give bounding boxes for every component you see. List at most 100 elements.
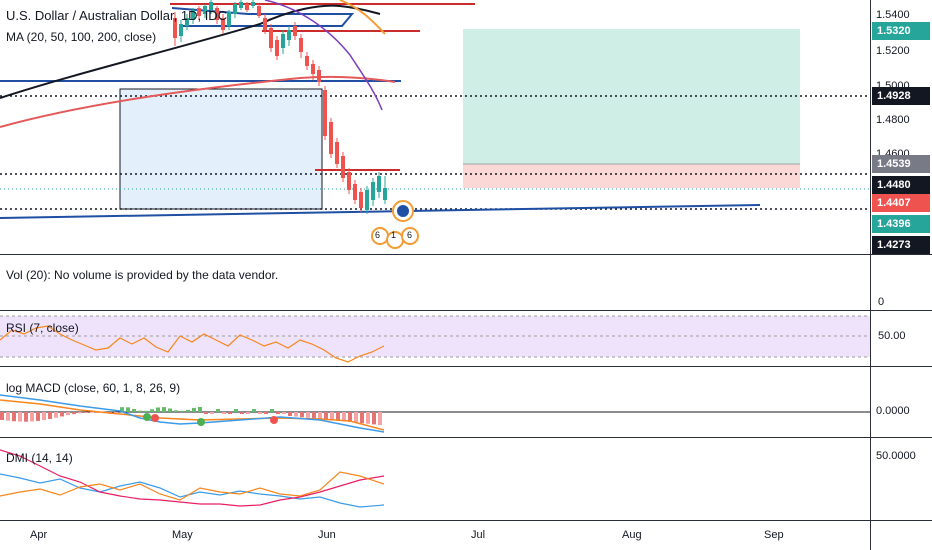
candle-body (269, 28, 273, 48)
macd-histogram-bar (342, 412, 346, 422)
macd-histogram-bar (30, 412, 34, 422)
time-tick: Aug (622, 529, 642, 541)
macd-histogram-bar (276, 412, 280, 414)
macd-histogram-bar (228, 412, 232, 414)
dmi-axis-tick: 50.0000 (876, 450, 916, 462)
range-rectangle (119, 88, 323, 210)
macd-histogram-bar (24, 412, 28, 422)
candle-body (191, 10, 195, 20)
price-tag-entry: 1.4539 (872, 155, 930, 173)
macd-histogram-bar (378, 412, 382, 425)
macd-cross-dot (197, 418, 205, 426)
candle-body (329, 122, 333, 154)
candle-body (197, 8, 201, 16)
candle-body (281, 34, 285, 48)
candle-body (221, 18, 225, 30)
macd-histogram-bar (72, 412, 76, 415)
candle-body (377, 176, 381, 192)
price-tag-level: 1.4480 (872, 176, 930, 194)
candle-body (173, 18, 177, 38)
macd-histogram-bar (66, 412, 70, 416)
candle-body (257, 6, 261, 16)
time-tick: Jul (471, 529, 486, 541)
macd-histogram-bar (258, 412, 262, 414)
macd-histogram-bar (156, 407, 160, 412)
macd-cross-dot (270, 416, 278, 424)
candle-body (293, 26, 297, 36)
macd-histogram-bar (282, 412, 286, 414)
macd-histogram-bar (294, 412, 298, 417)
macd-histogram-bar (252, 409, 256, 412)
macd-histogram-bar (54, 412, 58, 418)
flag-icon (401, 227, 419, 245)
macd-line (0, 394, 385, 433)
candle-body (245, 4, 249, 10)
macd-histogram-bar (90, 412, 94, 413)
candle-body (305, 56, 309, 66)
price-tag-last: 1.4396 (872, 215, 930, 233)
macd-legend[interactable]: log MACD (close, 60, 1, 8, 26, 9) (6, 381, 181, 395)
candle-body (179, 24, 183, 36)
price-tick: 1.4800 (876, 114, 910, 126)
macd-histogram (0, 407, 382, 425)
candle-body (317, 70, 321, 82)
macd-histogram-bar (138, 410, 142, 412)
price-tick: 1.5400 (876, 9, 910, 21)
candle-body (299, 38, 303, 52)
trend-line (171, 7, 355, 27)
volume-axis-tick: 0 (878, 296, 885, 308)
symbol-title[interactable]: U.S. Dollar / Australian Dollar, 1D, IDC (6, 8, 228, 23)
macd-histogram-bar (330, 412, 334, 421)
macd-histogram-bar (186, 409, 190, 412)
macd-histogram-bar (12, 412, 16, 422)
macd-histogram-bar (144, 410, 148, 412)
time-tick: May (172, 529, 193, 541)
macd-histogram-bar (84, 412, 88, 413)
macd-histogram-bar (366, 412, 370, 424)
event-count: 6 (407, 230, 413, 240)
macd-histogram-bar (240, 412, 244, 414)
price-tag-level: 1.4928 (872, 87, 930, 105)
candle-body (263, 18, 267, 30)
dmi-legend[interactable]: DMI (14, 14) (6, 451, 73, 465)
ma-20-line (339, 0, 386, 35)
macd-histogram-bar (270, 409, 274, 412)
time-tick: Apr (30, 529, 48, 541)
ma-legend[interactable]: MA (20, 50, 100, 200, close) (6, 30, 157, 44)
candle-body (347, 172, 351, 190)
candle-body (215, 8, 219, 20)
macd-histogram-bar (360, 412, 364, 424)
macd-histogram-bar (336, 412, 340, 421)
time-tick: Jun (318, 529, 336, 541)
volume-legend[interactable]: Vol (20): No volume is provided by the d… (6, 268, 279, 282)
candle-body (353, 184, 357, 200)
ma-50-line (264, 0, 383, 111)
long-position-stop-zone (463, 164, 800, 188)
macd-histogram-bar (222, 412, 226, 414)
macd-histogram-bar (0, 412, 4, 420)
event-count: 6 (375, 230, 381, 240)
price-tag-target: 1.5320 (872, 22, 930, 40)
candle-body (383, 188, 387, 200)
candle-body (365, 190, 369, 210)
macd-histogram-bar (126, 407, 130, 412)
macd-histogram-bar (300, 412, 304, 418)
macd-histogram-bar (120, 407, 124, 412)
candle-body (335, 142, 339, 164)
macd-histogram-bar (264, 412, 268, 414)
flag-icon (397, 205, 409, 217)
macd-cross-dot (151, 414, 159, 422)
macd-histogram-bar (288, 412, 292, 416)
candle-body (359, 192, 363, 208)
rsi-legend[interactable]: RSI (7, close) (6, 321, 79, 335)
macd-histogram-bar (198, 407, 202, 412)
candle-body (275, 40, 279, 56)
dmi-minus-line (0, 449, 385, 507)
macd-cross-dot (143, 413, 151, 421)
macd-histogram-bar (354, 412, 358, 423)
candle-body (227, 12, 231, 26)
macd-histogram-bar (204, 412, 208, 414)
macd-histogram-bar (180, 410, 184, 412)
macd-histogram-bar (132, 409, 136, 412)
